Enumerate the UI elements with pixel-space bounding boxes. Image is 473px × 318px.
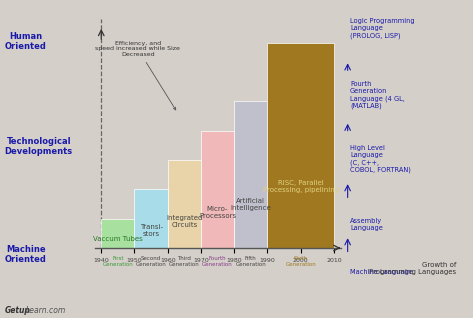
- Text: Fourth
Generation
Language (4 GL,
(MATLAB): Fourth Generation Language (4 GL, (MATLA…: [350, 81, 405, 109]
- Text: First
Generation: First Generation: [103, 256, 133, 267]
- Text: Assembly
Language: Assembly Language: [350, 218, 383, 231]
- Text: Machine
Oriented: Machine Oriented: [5, 245, 47, 264]
- Bar: [101, 219, 134, 248]
- Text: Human
Oriented: Human Oriented: [5, 31, 47, 51]
- Text: Artificial
Intelligence: Artificial Intelligence: [230, 197, 271, 211]
- Text: RISC, Parallel
Processing, pipelining: RISC, Parallel Processing, pipelining: [263, 180, 339, 193]
- Text: Learn.com: Learn.com: [26, 306, 66, 315]
- Bar: [267, 43, 334, 248]
- Text: Getup: Getup: [5, 306, 31, 315]
- Text: Vaccum Tubes: Vaccum Tubes: [93, 236, 143, 242]
- Text: Second
Generation: Second Generation: [136, 256, 166, 267]
- Text: Logic Programming
Language
(PROLOG, LISP): Logic Programming Language (PROLOG, LISP…: [350, 18, 415, 39]
- Text: Efficiency, and
speed increased while Size
Decreased: Efficiency, and speed increased while Si…: [96, 41, 180, 110]
- Bar: [168, 160, 201, 248]
- Text: Transi-
stors: Transi- stors: [140, 224, 163, 237]
- Text: Machine Language: Machine Language: [350, 269, 413, 275]
- Text: Growth of
Programming Languages: Growth of Programming Languages: [369, 262, 456, 275]
- Text: Integrated
Circuits: Integrated Circuits: [166, 215, 202, 228]
- Text: High Level
Language
(C, C++,
COBOL, FORTRAN): High Level Language (C, C++, COBOL, FORT…: [350, 145, 411, 173]
- Text: Technological
Developments: Technological Developments: [5, 136, 73, 156]
- Bar: [234, 101, 267, 248]
- Text: Fourth
Generation: Fourth Generation: [202, 256, 233, 267]
- Text: Fifth
Generation: Fifth Generation: [236, 256, 266, 267]
- Text: Sixth
Generation: Sixth Generation: [285, 256, 316, 267]
- Text: Micro-
Processors: Micro- Processors: [199, 206, 236, 219]
- Bar: [134, 189, 168, 248]
- Bar: [201, 131, 234, 248]
- Text: Third
Generation: Third Generation: [169, 256, 200, 267]
